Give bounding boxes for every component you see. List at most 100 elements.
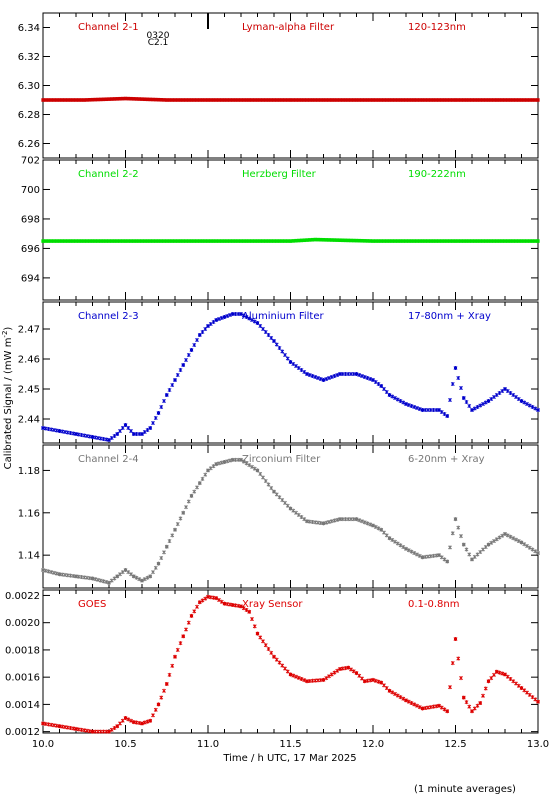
y-tick-label: 0.0014 <box>5 700 40 711</box>
minute-marker <box>321 378 326 382</box>
minute-marker <box>517 98 521 102</box>
minute-marker <box>379 98 383 102</box>
minute-marker <box>450 531 455 536</box>
minute-marker <box>195 239 199 243</box>
minute-marker <box>338 666 342 671</box>
minute-marker <box>338 238 342 243</box>
minute-marker <box>65 725 70 730</box>
minute-marker <box>434 704 439 709</box>
minute-marker <box>530 98 535 102</box>
minute-marker <box>478 403 483 408</box>
minute-marker <box>462 98 466 102</box>
minute-marker <box>85 98 89 102</box>
minute-marker <box>247 239 251 243</box>
minute-marker <box>203 596 208 601</box>
minute-marker <box>291 673 296 678</box>
minute-marker <box>200 330 205 334</box>
minute-marker <box>308 98 312 102</box>
minute-marker <box>395 541 400 546</box>
minute-markers <box>41 312 540 442</box>
minute-marker <box>233 239 238 243</box>
minute-marker <box>453 637 458 642</box>
minute-marker <box>225 98 229 102</box>
minute-marker <box>219 316 224 320</box>
minute-marker <box>294 674 298 679</box>
minute-marker <box>129 718 133 723</box>
minute-marker <box>98 436 103 441</box>
minute-marker <box>467 552 472 557</box>
minute-marker <box>134 239 139 243</box>
minute-marker <box>407 239 411 243</box>
minute-marker <box>181 239 185 243</box>
minute-marker <box>239 457 243 462</box>
minute-marker <box>165 98 169 102</box>
minute-marker <box>373 678 378 683</box>
minute-marker <box>398 399 403 403</box>
minute-marker <box>178 516 183 521</box>
minute-marker <box>154 97 158 102</box>
minute-marker <box>429 98 433 102</box>
minute-marker <box>192 609 197 614</box>
minute-marker <box>481 239 485 243</box>
minute-marker <box>269 650 274 655</box>
minute-marker <box>264 239 268 243</box>
y-tick-label: 1.18 <box>18 466 40 477</box>
minute-marker <box>258 324 263 328</box>
minute-marker <box>426 705 430 710</box>
minute-marker <box>456 98 460 102</box>
minute-marker <box>79 239 84 243</box>
minute-marker <box>459 386 463 390</box>
minute-marker <box>522 98 526 102</box>
minute-marker <box>407 98 411 102</box>
minute-marker <box>374 239 378 243</box>
minute-marker <box>52 723 56 728</box>
minute-marker <box>162 98 166 102</box>
minute-marker <box>357 238 361 243</box>
minute-marker <box>46 569 51 574</box>
minute-marker <box>398 695 403 700</box>
minute-marker <box>99 239 103 243</box>
minute-markers <box>41 594 540 734</box>
minute-marker <box>184 98 188 102</box>
minute-marker <box>506 98 510 102</box>
minute-marker <box>464 98 469 102</box>
minute-marker <box>299 368 304 372</box>
minute-marker <box>525 402 529 406</box>
minute-marker <box>112 726 117 731</box>
minute-marker <box>228 98 232 102</box>
minute-marker <box>68 98 73 102</box>
minute-marker <box>429 239 433 243</box>
minute-marker <box>365 678 370 683</box>
minute-marker <box>195 338 199 342</box>
minute-marker <box>187 98 191 102</box>
minute-marker <box>96 239 100 243</box>
x-tick-label: 13.0 <box>527 739 549 750</box>
minute-marker <box>329 672 334 677</box>
minute-marker <box>250 464 254 469</box>
minute-marker <box>54 428 59 433</box>
x-tick-label: 11.5 <box>279 739 301 750</box>
minute-marker <box>233 603 238 608</box>
minute-marker <box>162 550 166 555</box>
minute-marker <box>426 98 430 102</box>
minute-marker <box>164 681 169 686</box>
minute-marker <box>406 403 411 407</box>
minute-marker <box>478 239 482 243</box>
minute-marker <box>203 98 207 102</box>
minute-marker <box>321 237 326 242</box>
minute-marker <box>145 575 150 580</box>
minute-marker <box>261 639 265 644</box>
x-tick-label: 12.5 <box>444 739 466 750</box>
minute-marker <box>247 316 252 321</box>
minute-marker <box>175 373 180 377</box>
minute-marker <box>385 98 389 102</box>
minute-marker <box>228 458 232 463</box>
minute-marker <box>110 239 114 243</box>
minute-marker <box>55 98 59 102</box>
minute-marker <box>393 539 397 544</box>
minute-marker <box>360 98 364 102</box>
minute-marker <box>145 428 150 432</box>
minute-marker <box>118 721 122 726</box>
minute-marker <box>112 576 117 581</box>
minute-marker <box>90 239 95 243</box>
